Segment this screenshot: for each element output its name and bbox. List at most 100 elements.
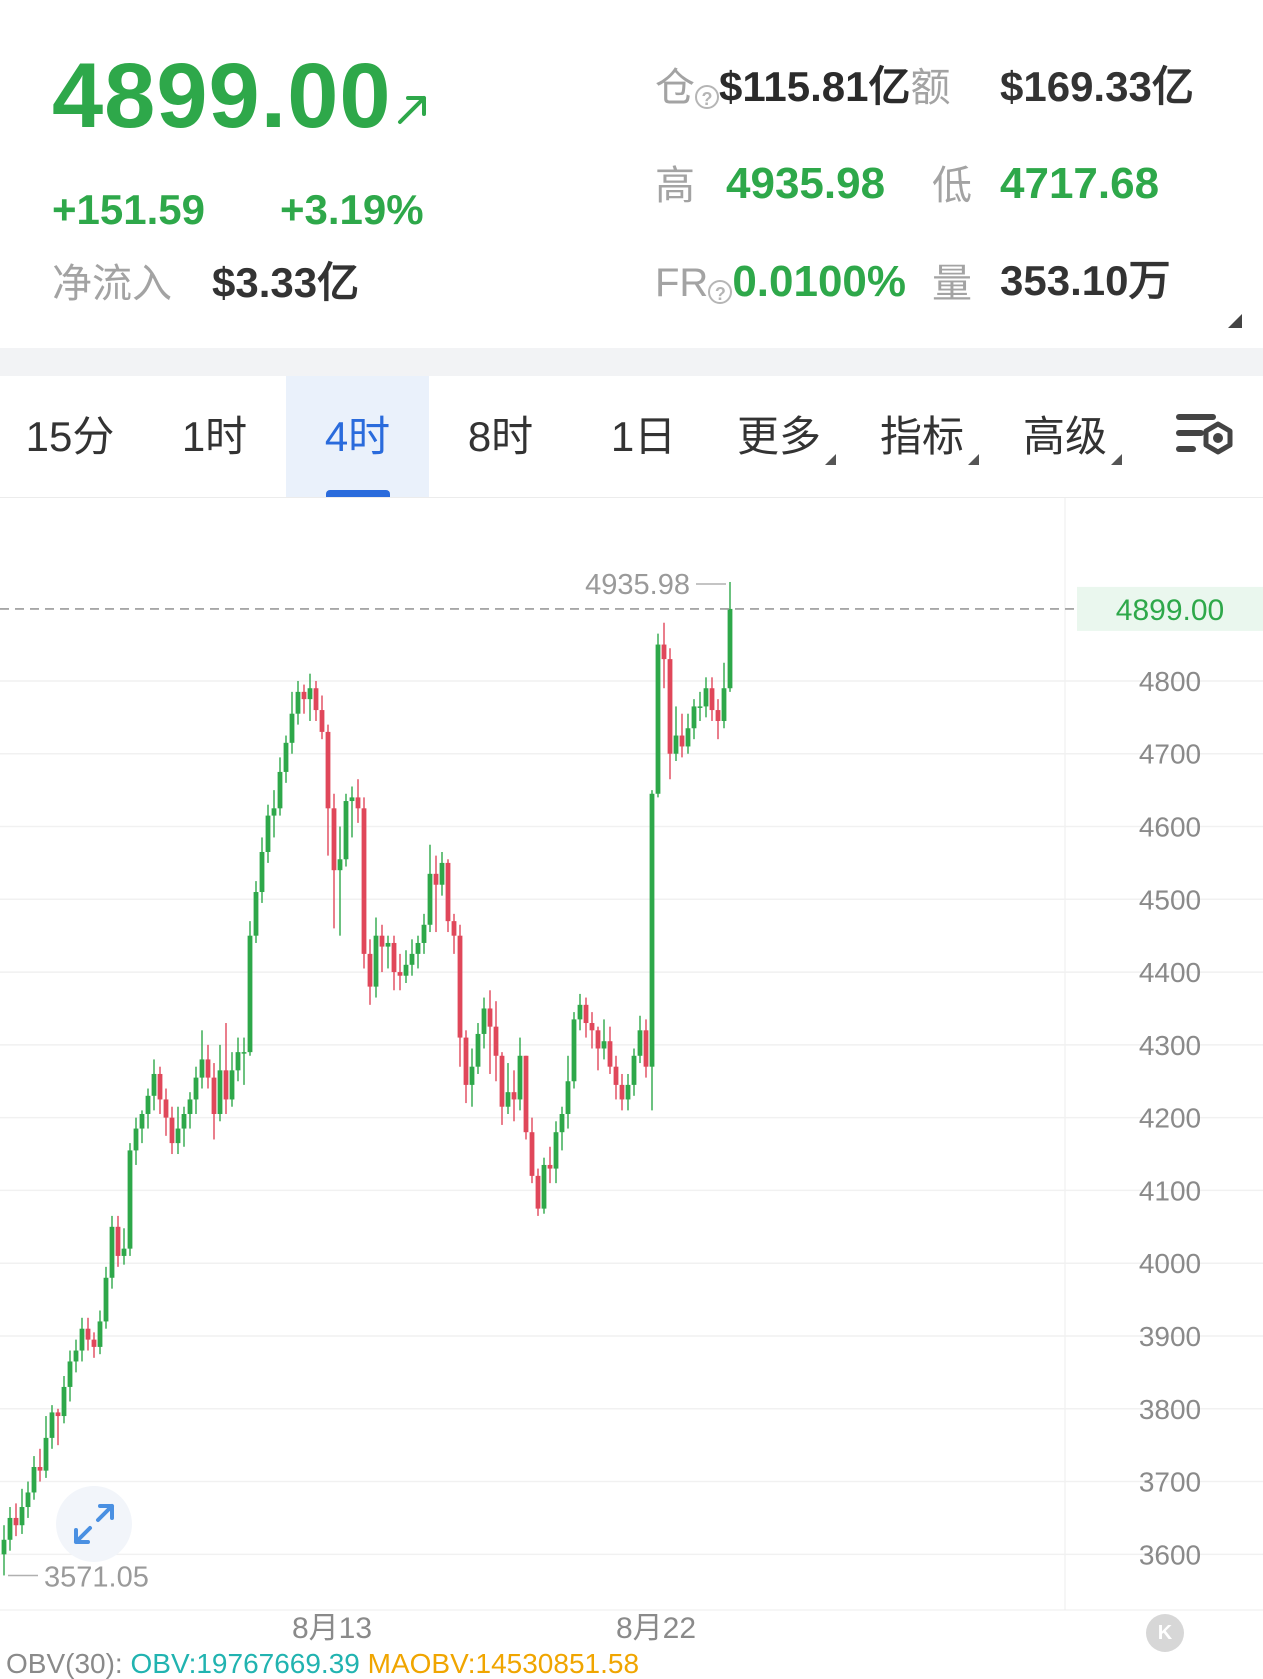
candle-body [355, 797, 361, 809]
candle-body [571, 1019, 577, 1082]
candle-body [373, 935, 379, 987]
funding-rate-stat: FR? 0.0100% [655, 260, 906, 304]
candle-body [469, 1066, 475, 1085]
back-to-latest-icon[interactable]: K [1146, 1614, 1184, 1652]
candle-body [661, 644, 667, 660]
section-divider [0, 348, 1263, 376]
candle-body [7, 1517, 13, 1540]
dropdown-triangle-icon [825, 454, 836, 465]
candlestick-chart[interactable]: 3600 3700 3800 3900 4000 4100 4200 4300 4400 4500… [0, 498, 1263, 1672]
candle-body [637, 1030, 643, 1056]
x-tick-label: 8月22 [616, 1612, 696, 1645]
active-tab-indicator [325, 490, 390, 498]
candle-body [301, 691, 307, 700]
chart-settings-icon[interactable] [1174, 410, 1236, 464]
chart-overlay: 4899.00 4935.98 3571.05 [0, 569, 1263, 1593]
candle-body [319, 710, 325, 732]
obv-indicator-bar: OBV(30): OBV:19767669.39 MAOBV:14530851.… [6, 1650, 639, 1678]
tab-more[interactable]: 更多 [715, 376, 858, 498]
candle-body [487, 1008, 493, 1027]
help-icon[interactable]: ? [708, 279, 733, 304]
turnover-value: $169.33亿 [1000, 63, 1194, 110]
y-axis: 3600 3700 3800 3900 4000 4100 4200 4300 4400 4500… [292, 666, 1201, 1645]
candle-body [91, 1339, 97, 1347]
candle-body [535, 1175, 541, 1209]
net-inflow-label: 净流入 [52, 262, 172, 306]
candle-body [379, 935, 385, 947]
candle-body [79, 1328, 85, 1351]
y-tick-label: 4800 [1139, 666, 1201, 697]
tab-1d[interactable]: 1日 [572, 376, 715, 498]
tab-advanced[interactable]: 高级 [1001, 376, 1144, 498]
candle-body [337, 859, 343, 871]
candle-body [397, 972, 403, 976]
dropdown-triangle-icon [1111, 454, 1122, 465]
candle-body [115, 1226, 121, 1256]
expand-chart-button[interactable] [56, 1486, 132, 1562]
help-icon[interactable]: ? [695, 84, 719, 109]
tab-15m[interactable]: 15分 [0, 376, 140, 498]
candle-body [715, 710, 721, 721]
candle-body [25, 1492, 31, 1508]
candle-body [613, 1066, 619, 1085]
candle-body [169, 1117, 175, 1144]
candle-body [331, 808, 337, 871]
candle-body [385, 942, 391, 947]
candle-body [361, 808, 367, 954]
expand-arrows-icon [74, 1504, 114, 1544]
tab-1h[interactable]: 1时 [143, 376, 286, 498]
candle-body [61, 1386, 67, 1417]
obv-value: OBV:19767669.39 [130, 1648, 360, 1679]
candle-body [253, 892, 259, 936]
tab-8h[interactable]: 8时 [429, 376, 572, 498]
tab-label: 4时 [324, 413, 391, 460]
candle-body [157, 1073, 163, 1100]
candle-body [193, 1077, 199, 1100]
candle-body [589, 1023, 595, 1031]
candle-body [187, 1099, 193, 1115]
candle-body [127, 1150, 133, 1249]
tab-label: 指标 [879, 413, 964, 460]
candle-body [367, 953, 373, 987]
candle-body [217, 1070, 223, 1115]
candle-body [343, 801, 349, 860]
last-price: 4899.00 [52, 45, 392, 147]
high-value: 4935.98 [726, 159, 886, 208]
candle-body [421, 924, 427, 943]
candle-body [151, 1073, 157, 1096]
candle-body [445, 862, 451, 922]
candle-body [481, 1008, 487, 1034]
y-tick-label: 3600 [1139, 1539, 1201, 1570]
candle-body [97, 1321, 103, 1347]
open-interest-label: 仓 [655, 66, 695, 110]
candle-body [553, 1132, 559, 1169]
candle-body [31, 1466, 37, 1493]
tab-label: 8时 [467, 413, 534, 460]
candle-body [67, 1361, 73, 1387]
tab-label: 1日 [610, 413, 677, 460]
candle-body [121, 1248, 127, 1256]
candle-body [529, 1132, 535, 1176]
candle-body [565, 1081, 571, 1115]
y-tick-label: 3800 [1139, 1394, 1201, 1425]
candle-body [229, 1070, 235, 1100]
min-marker-label: 3571.05 [44, 1561, 149, 1593]
obv-title: OBV(30): [6, 1648, 123, 1679]
collapse-toggle-icon[interactable] [1228, 314, 1242, 328]
candle-body [85, 1328, 91, 1340]
candle-body [403, 964, 409, 976]
candle-body [547, 1164, 553, 1169]
candle-body [271, 808, 277, 816]
dropdown-triangle-icon [968, 454, 979, 465]
tab-indicators[interactable]: 指标 [858, 376, 1001, 498]
tab-4h[interactable]: 4时 [286, 376, 429, 498]
candle-body [685, 728, 691, 747]
max-marker-label: 4935.98 [585, 569, 690, 601]
candle-body [625, 1084, 631, 1100]
candle-body [577, 1004, 583, 1020]
y-tick-label: 3900 [1139, 1321, 1201, 1352]
candle-body [631, 1055, 637, 1085]
low-label: 低 [932, 164, 972, 208]
candle-body [499, 1055, 505, 1107]
candle-body [73, 1350, 79, 1362]
